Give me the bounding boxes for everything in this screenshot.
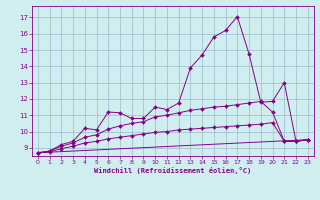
X-axis label: Windchill (Refroidissement éolien,°C): Windchill (Refroidissement éolien,°C)	[94, 167, 252, 174]
